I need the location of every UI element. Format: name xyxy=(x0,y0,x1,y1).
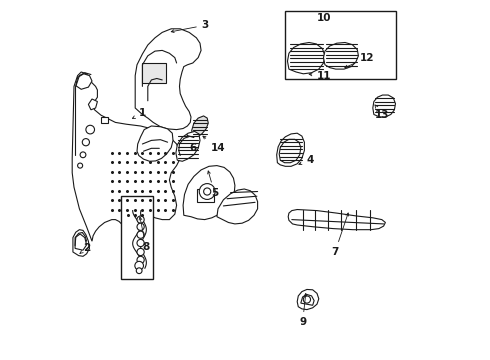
Polygon shape xyxy=(192,116,208,138)
Text: 14: 14 xyxy=(203,136,225,153)
Text: 8: 8 xyxy=(139,217,149,252)
Text: 5: 5 xyxy=(208,171,218,198)
Polygon shape xyxy=(277,133,304,166)
Text: 10: 10 xyxy=(317,13,331,23)
Text: 11: 11 xyxy=(309,71,331,81)
Polygon shape xyxy=(75,234,87,250)
Bar xyxy=(143,63,166,83)
Polygon shape xyxy=(288,210,386,230)
Polygon shape xyxy=(76,74,92,89)
Polygon shape xyxy=(73,230,90,256)
Text: 4: 4 xyxy=(299,155,314,165)
Circle shape xyxy=(199,184,215,199)
Circle shape xyxy=(137,231,144,238)
Circle shape xyxy=(136,268,142,274)
Text: 2: 2 xyxy=(80,243,90,253)
Polygon shape xyxy=(176,131,200,161)
Circle shape xyxy=(137,256,144,264)
Text: 6: 6 xyxy=(187,135,196,153)
Bar xyxy=(121,196,153,279)
Circle shape xyxy=(137,223,144,230)
Text: 13: 13 xyxy=(374,105,389,120)
Polygon shape xyxy=(288,42,325,74)
Circle shape xyxy=(82,139,90,146)
Circle shape xyxy=(137,248,144,256)
Circle shape xyxy=(86,125,95,134)
Circle shape xyxy=(204,188,211,195)
Polygon shape xyxy=(101,117,108,123)
Polygon shape xyxy=(373,95,395,117)
Polygon shape xyxy=(279,139,301,163)
Bar xyxy=(285,11,396,79)
Circle shape xyxy=(137,239,144,247)
Circle shape xyxy=(80,152,86,158)
Polygon shape xyxy=(88,99,98,110)
Polygon shape xyxy=(301,294,314,305)
Text: 3: 3 xyxy=(171,20,209,32)
Text: 12: 12 xyxy=(345,53,375,68)
Circle shape xyxy=(135,261,144,270)
Polygon shape xyxy=(72,72,180,241)
Polygon shape xyxy=(183,166,235,220)
Polygon shape xyxy=(297,289,319,310)
Text: 9: 9 xyxy=(299,293,307,327)
Polygon shape xyxy=(135,29,201,130)
Text: 7: 7 xyxy=(331,213,348,257)
Polygon shape xyxy=(137,126,173,161)
Text: 1: 1 xyxy=(132,108,146,118)
Polygon shape xyxy=(217,189,258,224)
Circle shape xyxy=(303,296,311,303)
Bar xyxy=(197,189,214,202)
Circle shape xyxy=(77,163,83,168)
Circle shape xyxy=(137,216,144,223)
Polygon shape xyxy=(323,42,358,69)
